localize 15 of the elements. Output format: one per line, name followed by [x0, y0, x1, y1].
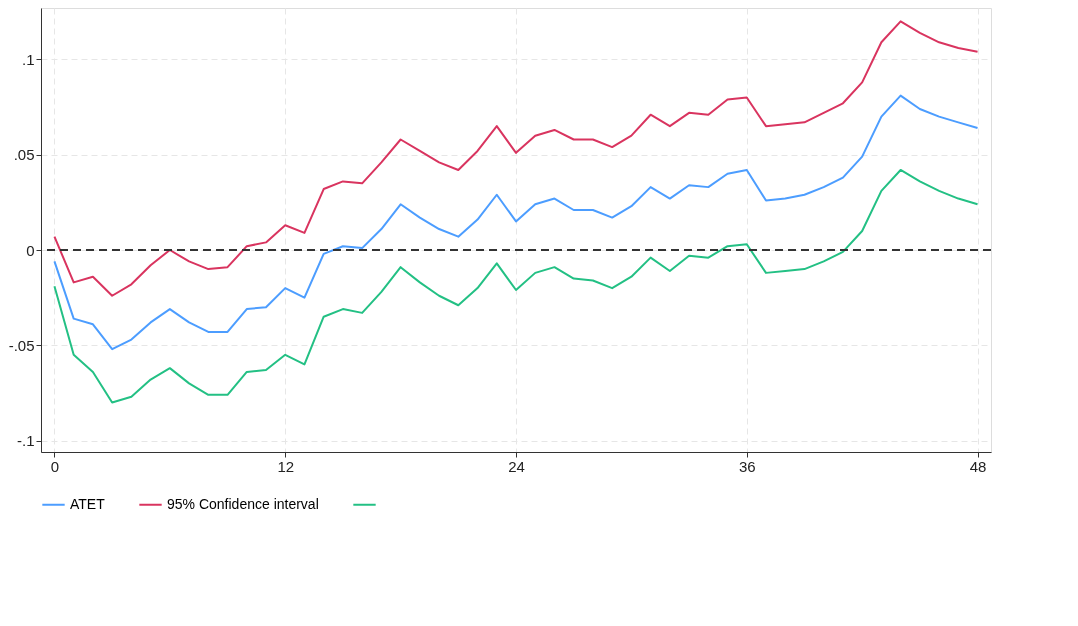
y-tick-label: .05 — [13, 146, 35, 164]
line-series — [53, 168, 979, 404]
x-tick-label: 48 — [969, 457, 987, 475]
x-tick-label: 24 — [508, 457, 525, 475]
line-series — [53, 20, 979, 297]
x-tick-label: 36 — [738, 457, 756, 475]
x-tick-label: 12 — [277, 457, 295, 475]
y-tick-label: -.1 — [16, 432, 35, 450]
x-tick-label: 0 — [50, 457, 60, 475]
legend-label: ATET — [70, 495, 106, 512]
y-tick-label: 0 — [26, 241, 35, 259]
legend-label: 95% Confidence interval — [167, 495, 319, 512]
line-series — [53, 94, 979, 351]
y-tick-label: .1 — [21, 50, 35, 68]
y-tick-label: -.05 — [8, 336, 35, 354]
